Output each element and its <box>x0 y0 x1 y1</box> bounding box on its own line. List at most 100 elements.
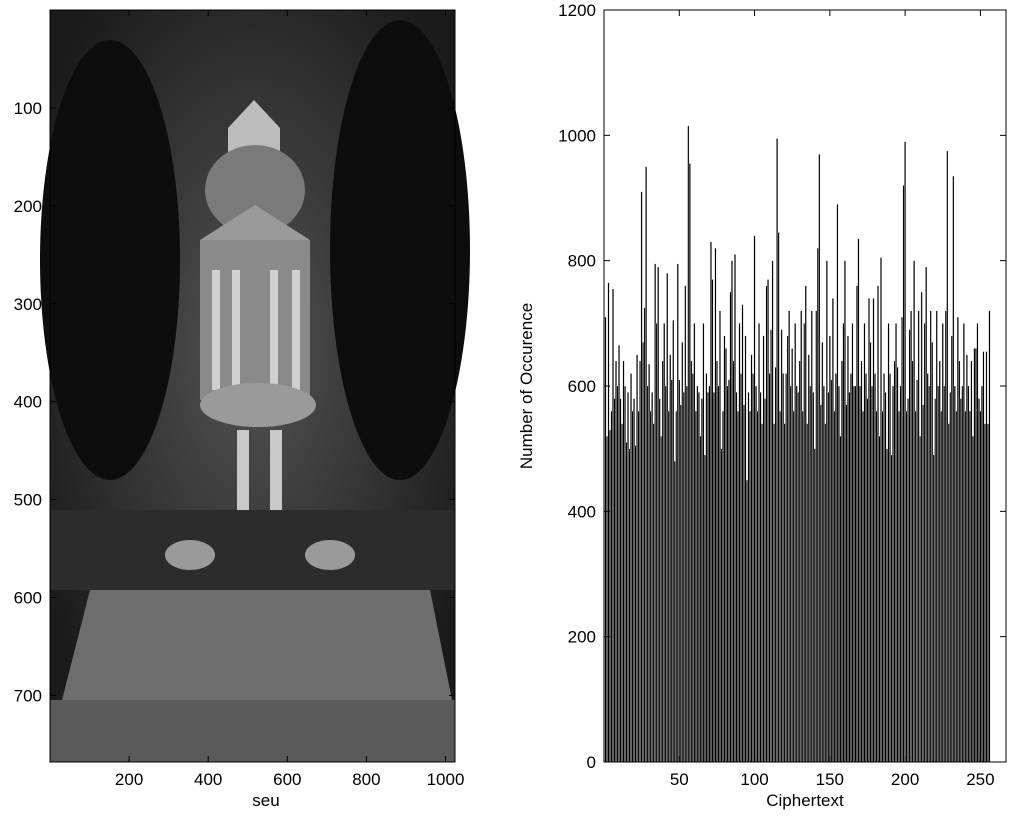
x-tick-label: 50 <box>670 770 689 789</box>
bar <box>932 454 935 763</box>
bar <box>956 316 959 763</box>
bar <box>725 348 727 763</box>
y-axis-label: Number of Occurence <box>517 303 536 469</box>
bar <box>883 373 885 763</box>
bar <box>771 260 774 763</box>
bar <box>935 310 938 763</box>
bar <box>726 385 729 763</box>
bar <box>866 398 869 763</box>
bar <box>828 335 831 763</box>
x-axis-label: Ciphertext <box>766 791 844 810</box>
bar <box>714 247 717 763</box>
y-tick-label: 400 <box>568 502 596 521</box>
bar <box>711 279 714 763</box>
bar <box>627 392 629 763</box>
bar <box>825 260 828 763</box>
bar <box>658 398 661 763</box>
bar <box>755 385 757 763</box>
bar <box>794 323 797 763</box>
bar <box>624 385 626 763</box>
bar <box>926 373 929 763</box>
bar <box>732 360 735 763</box>
bar <box>761 423 763 763</box>
bar <box>673 461 676 763</box>
bar <box>917 310 920 763</box>
bar <box>777 232 780 763</box>
bar <box>819 404 822 763</box>
bar <box>628 448 631 763</box>
y-tick-label: 200 <box>568 628 596 647</box>
bar <box>642 341 645 763</box>
y-tick-label: 800 <box>568 252 596 271</box>
bar <box>848 392 851 763</box>
bar <box>967 385 970 763</box>
bar <box>925 266 928 763</box>
bar <box>881 410 884 763</box>
bar <box>785 373 788 763</box>
bar <box>612 288 614 763</box>
bar <box>738 323 741 763</box>
bar <box>952 175 955 763</box>
bar <box>607 282 610 763</box>
bar <box>649 410 652 763</box>
bar <box>791 348 794 763</box>
bar <box>834 373 837 763</box>
x-tick-label: 800 <box>352 770 380 789</box>
x-tick-label: 600 <box>273 770 301 789</box>
x-tick-label: 200 <box>891 770 919 789</box>
bar <box>699 435 702 763</box>
bar <box>949 392 952 763</box>
bar <box>744 335 747 763</box>
bar <box>892 385 894 763</box>
bar <box>853 385 855 763</box>
bar <box>779 410 782 763</box>
bar <box>804 285 807 763</box>
bar <box>929 310 932 763</box>
bar <box>678 379 681 763</box>
bar <box>618 345 620 763</box>
bar <box>670 379 673 763</box>
bar <box>663 323 666 763</box>
bar <box>908 329 911 763</box>
bar <box>863 323 866 763</box>
bar <box>884 392 887 763</box>
bar <box>886 448 888 763</box>
bar <box>982 351 985 763</box>
y-tick-label: 1200 <box>558 1 596 20</box>
bar <box>664 385 667 763</box>
bar <box>679 404 682 763</box>
bar <box>890 454 893 763</box>
bar <box>962 323 965 763</box>
bar <box>719 310 721 763</box>
bar <box>762 335 765 763</box>
bar <box>943 385 946 763</box>
bar <box>646 385 649 763</box>
bar <box>657 266 660 763</box>
bar <box>806 423 809 763</box>
bar <box>934 398 937 763</box>
bar <box>875 410 878 763</box>
bar <box>961 385 964 763</box>
bar <box>845 404 848 763</box>
bar <box>654 263 657 763</box>
bar <box>637 410 640 763</box>
bar <box>693 323 696 763</box>
bar <box>854 385 857 763</box>
bar <box>722 410 724 763</box>
bar <box>976 323 979 763</box>
bar <box>843 260 846 763</box>
bar <box>688 163 691 763</box>
bar <box>768 373 771 763</box>
bar <box>899 385 902 763</box>
bar <box>765 285 768 763</box>
bar <box>904 141 907 763</box>
bar <box>985 351 988 763</box>
bar <box>613 398 616 763</box>
y-tick-label: 400 <box>14 393 42 412</box>
bar <box>621 423 623 763</box>
bar <box>792 410 795 763</box>
bar <box>729 291 732 763</box>
bar <box>979 410 982 763</box>
bar <box>953 385 956 763</box>
x-tick-label: 250 <box>966 770 994 789</box>
